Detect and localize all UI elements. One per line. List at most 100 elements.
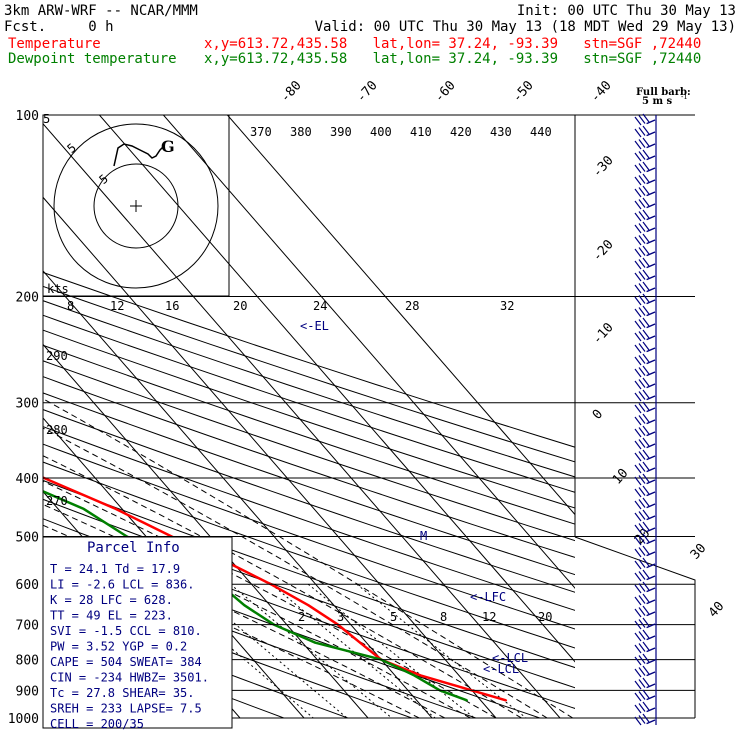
isotherm-label: -80 [278,78,305,105]
wind-barb [646,551,656,557]
wind-barb-feather [638,235,646,244]
wind-barb-feather [642,257,650,267]
dry-adiabat [43,329,575,509]
pressure-label-500: 500 [16,530,39,545]
wind-barb [646,371,656,377]
parcel-annotation: M [420,529,427,543]
wind-barb-feather [642,701,650,711]
wind-barb-feather [638,319,646,328]
pressure-label-800: 800 [16,654,39,669]
mixing-ratio-line [270,583,436,718]
pressure-label-100: 100 [16,109,39,124]
wind-barb-feather [642,521,650,531]
wind-barb-feather [642,353,650,363]
wind-barb-feather [634,332,642,342]
dewpoint-profile-point [314,641,317,644]
wind-barb-feather [634,284,642,294]
wind-barb-feather [642,293,650,303]
wind-barb-feather [638,607,646,616]
mixing-ratio-top-label: 8 [67,299,74,313]
wind-barb-feather [642,329,650,339]
wind-barb-feather [638,187,646,196]
wind-barb-feather [634,560,642,570]
wind-barb-feather [634,716,642,726]
wind-barb-feather [634,512,642,522]
wind-barb-feather [638,307,646,316]
temperature-profile-point [505,699,508,702]
wind-barb-feather [634,548,642,558]
isotherm-line [99,115,575,663]
dewpoint-location: x,y=613.72,435.58 lat,lon= 37.24, -93.39… [204,51,701,67]
wind-barb [646,599,656,605]
wind-barb-feather [634,476,642,486]
wind-barb-feather [634,416,642,426]
pressure-label-600: 600 [16,578,39,593]
wind-barb [646,431,656,437]
wind-barb-feather [638,703,646,712]
wind-barb [646,143,656,149]
wind-barb-feather [638,487,646,496]
wind-barb-feather [642,401,650,411]
wind-barb-feather [638,511,646,520]
wind-barb [646,383,656,389]
wind-barb-feather [634,152,642,162]
wind-barb-feather [642,629,650,639]
wind-barb-feather [634,248,642,258]
hodograph-ring-label-outer: 5 [64,141,79,156]
wind-barb-feather [634,608,642,618]
wind-barb-feather [642,497,650,507]
wind-barb-feather [634,584,642,594]
hodograph-end-label: G [161,137,175,156]
parcel-info-row: T = 24.1 Td = 17.9 [50,562,180,576]
wind-barb-feather [634,368,642,378]
wind-barb-feather [634,500,642,510]
isotherm-label: -60 [432,78,459,105]
wind-barb-feather [638,403,646,412]
wind-barb [646,155,656,161]
wind-barb [646,419,656,425]
wind-barb-feather [638,151,646,160]
wind-barb [646,707,656,713]
dry-adiabat [43,300,575,478]
model-title: 3km ARW-WRF -- NCAR/MMM [4,3,198,19]
pressure-label-700: 700 [16,619,39,634]
isotherm-label: 10 [610,466,632,488]
dewpoint-profile-point [11,477,13,479]
dry-adiabat [43,580,412,718]
mixing-ratio-top-label: 12 [110,299,124,313]
parcel-info-title: Parcel Info [87,540,180,556]
wind-barb-feather [642,269,650,279]
parcel-info-row: CELL = 200/35 [50,717,144,731]
pressure-label-400: 400 [16,472,39,487]
wind-barb-feather [638,547,646,556]
wind-barb [646,407,656,413]
wind-barb-feather [638,643,646,652]
dewpoint-legend: Dewpoint temperature [8,51,177,67]
wind-barb-feather [634,596,642,606]
isotherm-line [43,122,561,718]
dry-adiabat [43,409,575,593]
wind-barb-feather [638,115,646,124]
parcel-info-row: PW = 3.52 YGP = 0.2 [50,640,187,654]
wind-barb-feather [634,320,642,330]
wind-barb [646,323,656,329]
dry-adiabat [43,392,575,576]
wind-barb [646,203,656,209]
wind-barb-feather [634,224,642,234]
mixing-ratio-top-label: 20 [233,299,247,313]
wind-barb-feather [642,185,650,195]
isotherm-label: -30 [590,153,617,180]
wind-barb-feather [638,523,646,532]
barb-legend-title: Full barb: [636,87,691,98]
wind-barb-feather [642,545,650,555]
wind-barb [646,335,656,341]
wind-barb [646,647,656,653]
hodograph-inner-ring [93,163,179,249]
dewpoint-profile-point [466,699,469,702]
wind-barb [646,395,656,401]
wind-barb-feather [642,425,650,435]
wind-barb [646,527,656,533]
wind-barb-feather [634,536,642,546]
wind-barb-feather [634,344,642,354]
